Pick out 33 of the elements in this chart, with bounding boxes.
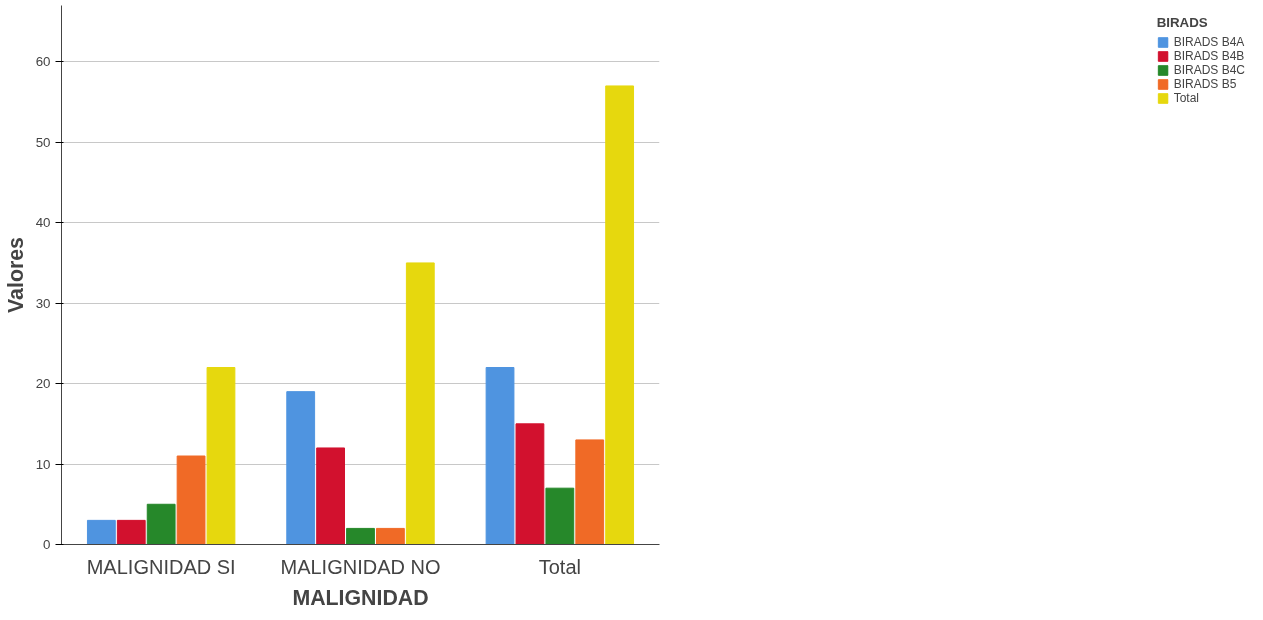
y-tick-label: 10 [35,456,51,472]
bar [286,391,316,545]
y-axis-title: Valores [3,237,28,313]
bar [346,527,375,545]
legend-title: BIRADS [1156,15,1209,30]
legend-label: Total [1173,91,1199,105]
bar [316,447,345,545]
bar [605,85,635,545]
y-tick-label: 60 [35,54,51,70]
x-axis-title: MALIGNIDAD [292,585,429,610]
bar [575,439,605,545]
bar [176,455,206,545]
bar [405,262,435,545]
bar [206,367,236,545]
bar [376,527,405,545]
bar [515,423,545,545]
y-tick-label: 30 [35,295,51,311]
x-tick-label: MALIGNIDAD NO [280,555,441,578]
y-tick-label: 40 [35,215,51,231]
legend-label: BIRADS B4B [1173,49,1245,63]
y-tick-label: 0 [43,537,51,552]
y-tick-label: 20 [35,376,51,392]
legend-label: BIRADS B4C [1173,63,1245,77]
y-tick-label: 50 [35,134,51,150]
bar [86,519,116,545]
bar [545,487,575,545]
x-tick-label: MALIGNIDAD SI [86,555,236,578]
legend-label: BIRADS B5 [1173,77,1237,91]
bar [485,367,515,545]
bar [116,519,146,545]
x-tick-label: Total [538,555,581,578]
bar [146,503,176,545]
legend-label: BIRADS B4A [1173,35,1245,49]
